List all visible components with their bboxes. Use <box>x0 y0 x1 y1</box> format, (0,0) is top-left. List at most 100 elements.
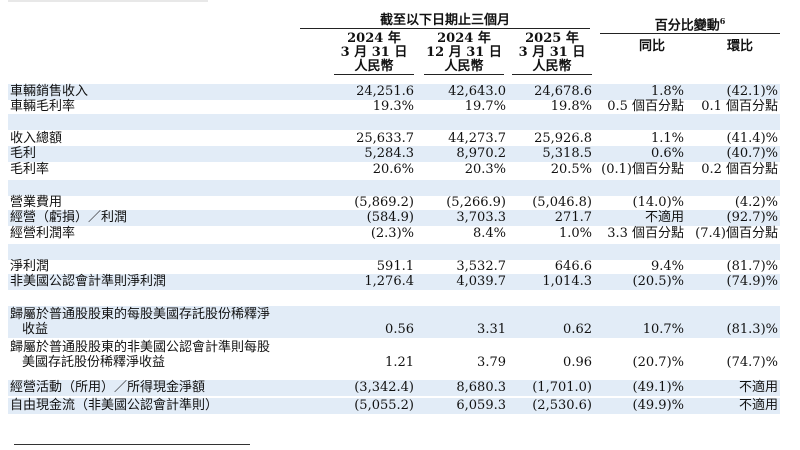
value-yoy: 1.8% <box>650 84 684 99</box>
value-yoy: 3.3 個百分點 <box>607 226 684 241</box>
value-2024q4: (5,266.9) <box>446 195 506 210</box>
header-yoy: 同比 <box>638 39 665 54</box>
value-qoq: 0.1 個百分點 <box>701 99 778 114</box>
value-2024q1: 1,276.4 <box>364 274 414 289</box>
header-pct-change-title: 百分比變動6 <box>600 14 780 35</box>
value-2024q4: 3,532.7 <box>456 259 506 274</box>
value-2024q4: 3.79 <box>477 355 506 370</box>
value-2024q4: 6,059.3 <box>456 398 506 413</box>
value-2025q1: (5,046.8) <box>532 195 592 210</box>
band <box>8 380 780 396</box>
band <box>8 244 780 260</box>
band <box>8 114 780 130</box>
value-qoq: (41.4)% <box>726 131 778 146</box>
value-2024q1: 24,251.6 <box>356 84 414 99</box>
header-span-title: 截至以下日期止三個月 <box>300 14 590 29</box>
row-label: 經營利潤率 <box>10 226 76 241</box>
value-yoy: (49.1)% <box>632 380 684 395</box>
header-qoq: 環比 <box>726 39 753 54</box>
value-qoq: 不適用 <box>738 398 778 413</box>
row-label: 車輛毛利率 <box>10 99 76 114</box>
value-qoq: (74.9)% <box>726 274 778 289</box>
value-qoq: (74.7)% <box>726 355 778 370</box>
value-yoy: 9.4% <box>650 259 684 274</box>
value-yoy: (0.1)個百分點 <box>601 162 684 177</box>
row-label: 經營活動（所用）／所得現金淨額 <box>10 380 206 395</box>
value-2025q1: 25,926.8 <box>534 131 592 146</box>
band <box>8 306 780 338</box>
value-2024q1: 1.21 <box>385 355 414 370</box>
value-2024q1: 591.1 <box>376 259 414 274</box>
band <box>8 146 780 162</box>
value-2024q1: 20.6% <box>372 162 414 177</box>
value-2025q1: 646.6 <box>554 259 592 274</box>
value-qoq: (4.2)% <box>734 195 778 210</box>
value-2024q1: 25,633.7 <box>356 131 414 146</box>
band <box>8 210 780 226</box>
value-yoy: (20.7)% <box>632 355 684 370</box>
value-2025q1: 0.96 <box>563 355 592 370</box>
value-2025q1: 1.0% <box>558 226 592 241</box>
row-label: 車輛銷售收入 <box>10 84 89 99</box>
value-2025q1: 20.5% <box>550 162 592 177</box>
value-2024q4: 3.31 <box>477 322 506 337</box>
row-label: 非美國公認會計準則淨利潤 <box>10 274 167 289</box>
value-yoy: 不適用 <box>644 210 684 225</box>
value-yoy: (14.0)% <box>632 195 684 210</box>
value-2025q1: 1,014.3 <box>542 274 592 289</box>
value-2024q4: 4,039.7 <box>456 274 506 289</box>
header-col-2024q4: 2024 年 12 月 31 日 人民幣 <box>424 32 504 75</box>
value-2025q1: (2,530.6) <box>532 398 592 413</box>
value-2024q1: (584.9) <box>366 210 414 225</box>
row-label: 收入總額 <box>10 131 63 146</box>
value-qoq: 0.2 個百分點 <box>701 162 778 177</box>
top-cropped-fragment <box>8 0 208 2</box>
value-2025q1: 19.8% <box>550 99 592 114</box>
footnote-divider <box>14 444 250 445</box>
row-label: 經營（虧損）／利潤 <box>10 210 128 225</box>
value-qoq: (81.3)% <box>726 322 778 337</box>
value-2024q1: (2.3)% <box>370 226 414 241</box>
value-2024q4: 8,680.3 <box>456 380 506 395</box>
value-qoq: (40.7)% <box>726 146 778 161</box>
value-2024q1: (5,869.2) <box>354 195 414 210</box>
value-2025q1: (1,701.0) <box>532 380 592 395</box>
value-yoy: (20.5)% <box>632 274 684 289</box>
table-row: 歸屬於普通股股東的非美國公認會計準則每股 美國存託股份稀釋淨收益 1.21 3.… <box>8 340 780 372</box>
header-col-2024q1: 2024 年 3 月 31 日 人民幣 <box>334 32 414 75</box>
value-2025q1: 271.7 <box>554 210 592 225</box>
band <box>8 180 780 196</box>
table-row: 歸屬於普通股股東的每股美國存託股份稀釋淨 收益 0.56 3.31 0.62 1… <box>8 307 780 339</box>
value-qoq: (7.4)個百分點 <box>695 226 778 241</box>
value-yoy: (49.9)% <box>632 398 684 413</box>
value-qoq: 不適用 <box>738 380 778 395</box>
band <box>8 84 780 100</box>
value-qoq: (42.1)% <box>726 84 778 99</box>
value-2025q1: 5,318.5 <box>542 146 592 161</box>
value-2025q1: 24,678.6 <box>534 84 592 99</box>
value-2024q4: 8.4% <box>472 226 506 241</box>
band <box>8 398 780 414</box>
value-2024q4: 20.3% <box>464 162 506 177</box>
band <box>8 274 780 290</box>
row-label: 毛利 <box>10 146 37 161</box>
value-2024q4: 42,643.0 <box>448 84 506 99</box>
row-label: 自由現金流（非美國公認會計準則） <box>10 398 219 413</box>
value-qoq: (81.7)% <box>726 259 778 274</box>
header-col-2025q1: 2025 年 3 月 31 日 人民幣 <box>512 32 592 75</box>
row-label: 毛利率 <box>10 162 50 177</box>
row-label: 歸屬於普通股股東的非美國公認會計準則每股 美國存託股份稀釋淨收益 <box>10 340 271 370</box>
value-2024q1: 19.3% <box>372 99 414 114</box>
value-2024q1: (5,055.2) <box>354 398 414 413</box>
value-qoq: (92.7)% <box>726 210 778 225</box>
value-2024q4: 19.7% <box>464 99 506 114</box>
value-yoy: 10.7% <box>642 322 684 337</box>
value-yoy: 1.1% <box>650 131 684 146</box>
value-2024q1: (3,342.4) <box>354 380 414 395</box>
value-2024q4: 8,970.2 <box>456 146 506 161</box>
value-yoy: 0.5 個百分點 <box>607 99 684 114</box>
row-label: 營業費用 <box>10 195 63 210</box>
row-label: 淨利潤 <box>10 259 50 274</box>
value-yoy: 0.6% <box>650 146 684 161</box>
